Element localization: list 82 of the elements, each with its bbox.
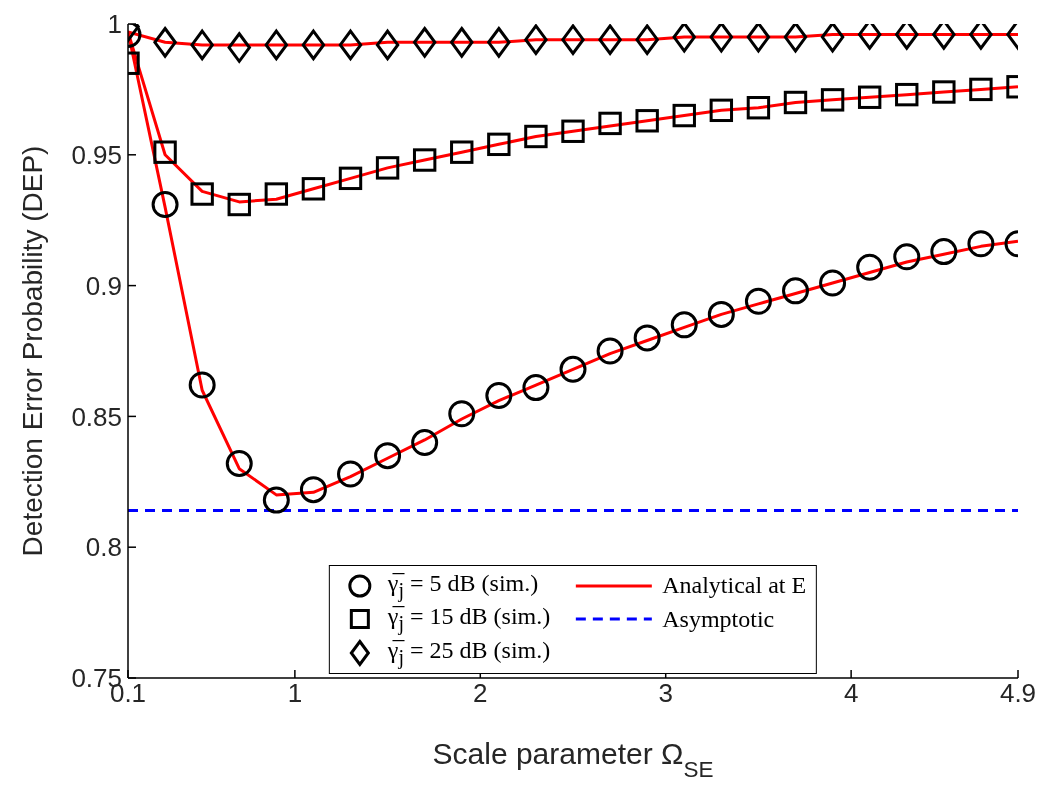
x-axis-title: Scale parameter Ω$_{SE}$ [432,737,714,782]
point [783,24,808,53]
point [969,77,993,102]
point [932,80,956,104]
point [707,300,735,328]
point [151,191,179,218]
x-tick-label: 2 [473,678,488,709]
x-tick-label: 3 [658,678,673,709]
point [338,29,363,61]
point [819,269,847,297]
point [301,29,326,61]
legend-label: γ̅$_{j}$ = 25 dB (sim.) [387,637,551,669]
point [412,148,437,172]
legend-label: γ̅$_{j}$ = 15 dB (sim.) [387,603,551,636]
point [264,182,289,206]
point [709,24,734,53]
point [559,355,587,383]
point [338,166,363,191]
point [301,177,326,201]
point [633,324,661,352]
point [190,29,214,61]
point [561,119,585,143]
point [930,238,958,266]
legend-label: Analytical at E [662,572,807,599]
point [598,111,622,136]
point [522,374,550,402]
y-tick-label: 0.85 [71,401,122,432]
point [746,24,771,53]
point [635,24,659,55]
point [262,486,290,514]
point [672,24,696,53]
point [672,103,696,128]
x-tick-label: 1 [287,678,303,709]
point [635,109,659,133]
point [856,253,884,281]
point [375,29,400,61]
y-tick-label: 1 [107,9,122,40]
point [895,82,919,107]
point [596,337,624,365]
point [299,476,327,504]
x-tick-label: 4 [843,678,859,709]
point [337,460,364,488]
point [450,27,474,58]
point [450,140,474,164]
point [225,449,253,477]
point [670,311,698,339]
y-axis-title: Detection Error Probability (DEP) [17,145,48,557]
point [227,192,251,217]
point [746,96,771,120]
point [820,88,845,112]
point [820,24,845,53]
point [524,124,548,149]
point [375,156,400,180]
point [709,98,734,123]
point [448,400,476,428]
point [153,140,177,164]
point [783,90,808,115]
point [485,381,513,409]
point [524,24,548,55]
point [967,230,995,258]
point [411,429,439,457]
point [412,27,437,58]
point [744,287,772,315]
point [487,132,511,157]
point [857,85,882,109]
point [487,27,511,58]
point [227,32,251,63]
y-tick-label: 0.9 [85,270,122,301]
point [374,442,402,470]
y-tick-label: 0.8 [85,532,122,563]
point [561,24,585,55]
point [893,243,921,271]
legend-label: γ̅$_{j}$ = 5 dB (sim.) [387,569,539,602]
point [190,182,214,206]
point [598,24,622,55]
y-tick-label: 0.95 [71,140,122,171]
point [782,277,809,305]
point [188,371,216,399]
point [153,27,177,58]
point [264,29,289,61]
legend-label: Asymptotic [662,605,775,633]
x-tick-label: 4.9 [999,678,1037,709]
